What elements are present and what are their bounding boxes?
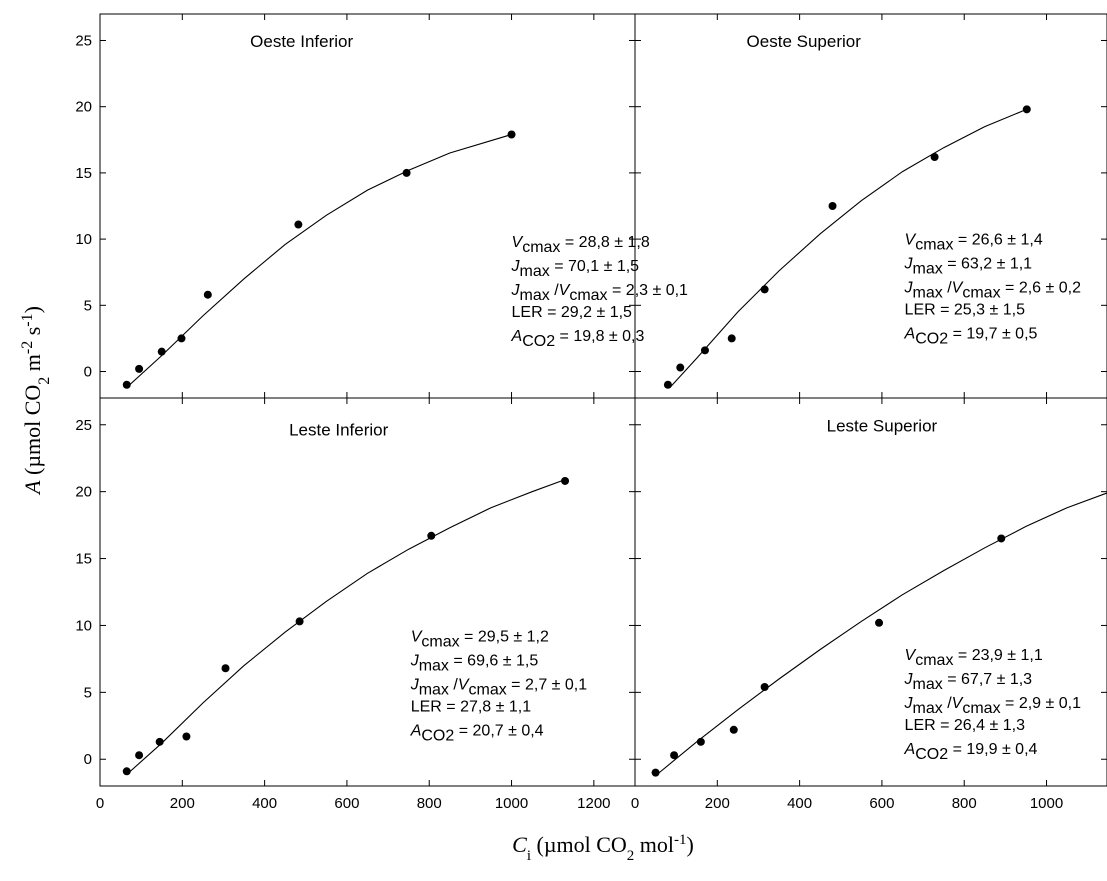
data-point — [157, 347, 166, 356]
x-tick-label: 600 — [334, 795, 359, 812]
y-tick-label: 25 — [75, 32, 92, 49]
x-axis-title: Ci (µmol CO2 mol-1) — [512, 832, 694, 864]
panel-frame — [99, 397, 636, 787]
stat-ler: LER = 26,4 ± 1,3 — [905, 717, 1026, 734]
panel-title: Oeste Inferior — [250, 32, 353, 51]
fit-curve — [128, 479, 566, 774]
stat-ratio: Jmax /Vcmax = 2,7 ± 0,1 — [410, 677, 588, 699]
fit-curve — [126, 133, 512, 388]
data-point — [561, 476, 570, 485]
x-tick-label: 1200 — [577, 795, 610, 812]
data-point — [135, 751, 144, 760]
y-tick-label: 20 — [75, 484, 92, 501]
data-point — [295, 617, 304, 626]
stat-aco2: ACO2 = 19,9 ± 0,4 — [904, 741, 1038, 763]
x-tick-label: 800 — [417, 795, 442, 812]
data-point — [122, 380, 131, 389]
stat-ler: LER = 27,8 ± 1,1 — [411, 699, 532, 716]
stat-vcmax: Vcmax = 23,9 ± 1,1 — [905, 647, 1043, 669]
y-tick-label: 5 — [84, 684, 92, 701]
x-tick-label: 0 — [96, 795, 104, 812]
data-point — [507, 130, 516, 139]
data-point — [997, 534, 1006, 543]
y-tick-label: 5 — [84, 297, 92, 314]
y-axis-title: A (µmol CO2 m-2 s-1) — [19, 306, 53, 496]
panel-leste-inferior: 0 5 10 15 20 25 0 200 400 600 800 1000 1200 Leste Inf… — [75, 397, 636, 812]
stat-aco2: ACO2 = 19,7 ± 0,5 — [904, 325, 1038, 347]
y-tick-label: 10 — [75, 617, 92, 634]
data-point — [221, 664, 230, 673]
y-tick-label: 25 — [75, 417, 92, 434]
stat-jmax: Jmax = 63,2 ± 1,1 — [904, 255, 1033, 277]
data-point — [651, 768, 660, 777]
fit-curve — [669, 108, 1028, 388]
data-point — [203, 290, 212, 299]
panel-title: Leste Superior — [827, 416, 938, 435]
data-point — [427, 531, 436, 540]
data-point — [122, 767, 131, 776]
y-tick-label: 15 — [75, 551, 92, 568]
data-point — [663, 380, 672, 389]
stat-jmax: Jmax = 69,6 ± 1,5 — [410, 653, 539, 675]
data-point — [402, 168, 411, 177]
x-tick-label: 1000 — [1030, 795, 1063, 812]
stat-aco2: ACO2 = 19,8 ± 0,3 — [511, 328, 645, 350]
stat-vcmax: Vcmax = 26,6 ± 1,4 — [905, 231, 1043, 253]
y-tick-label: 0 — [84, 751, 92, 768]
data-point — [135, 364, 144, 373]
stat-ratio: Jmax /Vcmax = 2,9 ± 0,1 — [904, 695, 1082, 717]
data-point — [760, 285, 769, 294]
x-tick-label: 400 — [252, 795, 277, 812]
stat-aco2: ACO2 = 20,7 ± 0,4 — [410, 723, 544, 745]
x-tick-label: 200 — [705, 795, 730, 812]
data-point — [700, 346, 709, 355]
panel-title: Oeste Superior — [747, 32, 862, 51]
data-point — [1022, 105, 1031, 114]
stat-vcmax: Vcmax = 29,5 ± 1,2 — [411, 629, 549, 651]
x-tick-label: 400 — [787, 795, 812, 812]
data-point — [177, 334, 186, 343]
data-point — [676, 363, 685, 372]
data-point — [828, 202, 837, 210]
data-point — [729, 725, 738, 734]
panel-oeste-inferior: 0 5 10 15 20 25 Oeste Inferior Vcmax = 28,8 ± 1… — [75, 13, 689, 399]
data-point — [727, 334, 736, 343]
data-point — [875, 618, 884, 627]
x-tick-label: 200 — [170, 795, 195, 812]
data-point — [930, 153, 939, 162]
x-tick-label: 800 — [952, 795, 977, 812]
panel-title: Leste Inferior — [289, 420, 389, 439]
data-point — [182, 732, 191, 741]
stat-ler: LER = 25,3 ± 1,5 — [905, 301, 1026, 318]
panel-frame — [634, 397, 1107, 787]
y-tick-label: 10 — [75, 231, 92, 248]
panel-leste-superior: 0 200 400 600 800 1000 Leste Superior Vcmax = 2… — [631, 397, 1107, 812]
stat-jmax: Jmax = 70,1 ± 1,5 — [511, 258, 640, 280]
stat-jmax: Jmax = 67,7 ± 1,3 — [904, 671, 1033, 693]
data-point — [294, 220, 303, 229]
stat-ratio: Jmax /Vcmax = 2,6 ± 0,2 — [904, 279, 1082, 301]
stat-vcmax: Vcmax = 28,8 ± 1,8 — [512, 234, 650, 256]
data-point — [760, 682, 769, 691]
data-point — [696, 737, 705, 746]
data-point — [670, 751, 679, 760]
y-tick-label: 0 — [84, 364, 92, 381]
stat-ler: LER = 29,2 ± 1,5 — [512, 304, 633, 321]
y-tick-label: 15 — [75, 165, 92, 182]
fit-curve — [657, 492, 1107, 775]
data-point — [155, 737, 164, 746]
x-tick-label: 1000 — [495, 795, 528, 812]
y-tick-label: 20 — [75, 99, 92, 116]
x-tick-label: 0 — [631, 795, 639, 812]
stat-ratio: Jmax /Vcmax = 2,3 ± 0,1 — [511, 282, 689, 304]
x-tick-label: 600 — [869, 795, 894, 812]
